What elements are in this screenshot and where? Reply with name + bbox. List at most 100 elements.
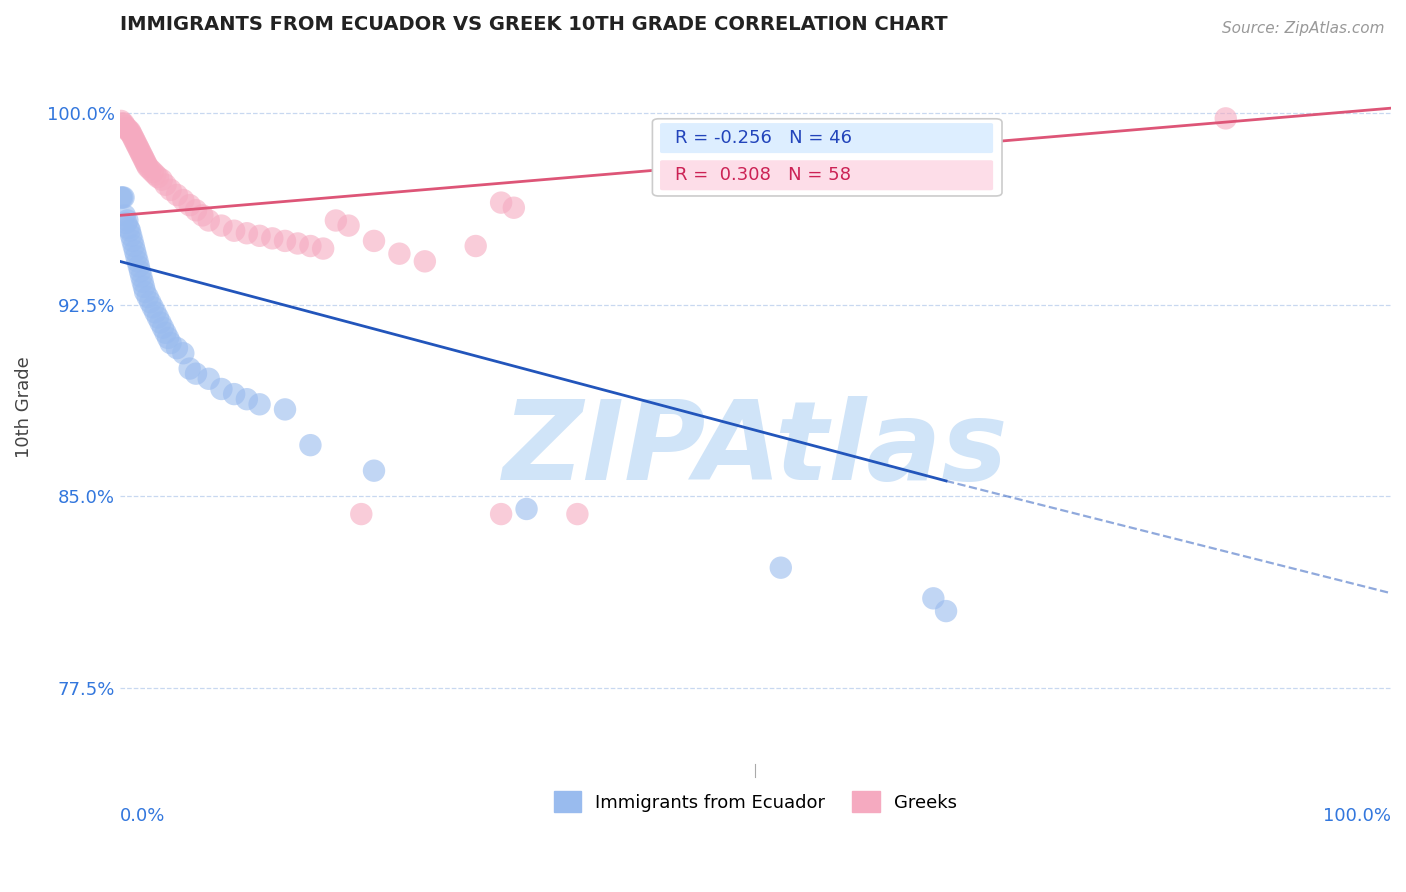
- Point: [172, 346, 194, 360]
- Point: [249, 397, 271, 411]
- Point: [184, 367, 207, 381]
- Point: [502, 201, 524, 215]
- Text: ZIPAtlas: ZIPAtlas: [502, 396, 1008, 503]
- Text: R =  0.308   N = 58: R = 0.308 N = 58: [675, 166, 851, 185]
- Point: [120, 127, 142, 141]
- Point: [121, 129, 143, 144]
- Point: [146, 310, 169, 325]
- Point: [117, 213, 139, 227]
- Point: [114, 119, 136, 133]
- Point: [136, 290, 159, 304]
- Point: [118, 124, 141, 138]
- Point: [236, 226, 259, 240]
- Point: [132, 280, 155, 294]
- Point: [150, 172, 173, 186]
- Point: [191, 208, 214, 222]
- Point: [1215, 112, 1237, 126]
- Point: [211, 219, 233, 233]
- Point: [312, 242, 335, 256]
- Point: [179, 361, 201, 376]
- Point: [124, 244, 146, 259]
- FancyBboxPatch shape: [659, 161, 993, 190]
- Point: [274, 402, 297, 417]
- Point: [489, 195, 512, 210]
- Point: [236, 392, 259, 407]
- Point: [122, 132, 145, 146]
- Point: [117, 121, 139, 136]
- Point: [211, 382, 233, 396]
- Point: [110, 190, 132, 204]
- Point: [149, 316, 172, 330]
- Point: [127, 139, 149, 153]
- Point: [287, 236, 309, 251]
- Point: [129, 264, 152, 278]
- Point: [132, 152, 155, 166]
- Point: [224, 387, 246, 401]
- Point: [489, 507, 512, 521]
- Point: [118, 224, 141, 238]
- Point: [224, 224, 246, 238]
- Point: [131, 275, 153, 289]
- Point: [935, 604, 957, 618]
- Point: [516, 502, 538, 516]
- Point: [111, 190, 134, 204]
- Point: [117, 221, 139, 235]
- Point: [127, 254, 149, 268]
- Point: [567, 507, 589, 521]
- Point: [337, 219, 360, 233]
- Point: [131, 147, 153, 161]
- Point: [413, 254, 436, 268]
- Point: [110, 114, 132, 128]
- Point: [197, 372, 219, 386]
- Legend: Immigrants from Ecuador, Greeks: Immigrants from Ecuador, Greeks: [547, 784, 965, 820]
- Point: [122, 239, 145, 253]
- Point: [262, 231, 284, 245]
- Point: [464, 239, 486, 253]
- Point: [112, 116, 135, 130]
- Point: [179, 198, 201, 212]
- Point: [143, 305, 166, 319]
- Text: 100.0%: 100.0%: [1323, 807, 1391, 825]
- Point: [131, 269, 153, 284]
- FancyBboxPatch shape: [659, 123, 993, 153]
- Point: [325, 213, 347, 227]
- Point: [142, 165, 165, 179]
- Point: [143, 168, 166, 182]
- Point: [135, 157, 157, 171]
- Point: [388, 246, 411, 260]
- Point: [136, 160, 159, 174]
- Point: [115, 216, 138, 230]
- Point: [142, 300, 165, 314]
- FancyBboxPatch shape: [652, 119, 1002, 196]
- Point: [769, 560, 792, 574]
- Text: IMMIGRANTS FROM ECUADOR VS GREEK 10TH GRADE CORRELATION CHART: IMMIGRANTS FROM ECUADOR VS GREEK 10TH GR…: [120, 15, 948, 34]
- Point: [299, 438, 322, 452]
- Point: [922, 591, 945, 606]
- Point: [274, 234, 297, 248]
- Point: [129, 145, 152, 159]
- Point: [125, 136, 148, 151]
- Point: [155, 178, 177, 192]
- Point: [124, 134, 146, 148]
- Point: [117, 124, 139, 138]
- Point: [112, 190, 135, 204]
- Point: [157, 331, 180, 345]
- Point: [114, 208, 136, 222]
- Text: 0.0%: 0.0%: [120, 807, 165, 825]
- Point: [159, 183, 181, 197]
- Point: [139, 162, 162, 177]
- Point: [111, 116, 134, 130]
- Point: [115, 121, 138, 136]
- Point: [155, 326, 177, 340]
- Point: [152, 320, 174, 334]
- Point: [128, 260, 150, 274]
- Point: [125, 249, 148, 263]
- Point: [299, 239, 322, 253]
- Point: [197, 213, 219, 227]
- Point: [134, 154, 156, 169]
- Point: [166, 188, 188, 202]
- Point: [363, 234, 385, 248]
- Point: [350, 507, 373, 521]
- Text: Source: ZipAtlas.com: Source: ZipAtlas.com: [1222, 21, 1385, 36]
- Point: [363, 464, 385, 478]
